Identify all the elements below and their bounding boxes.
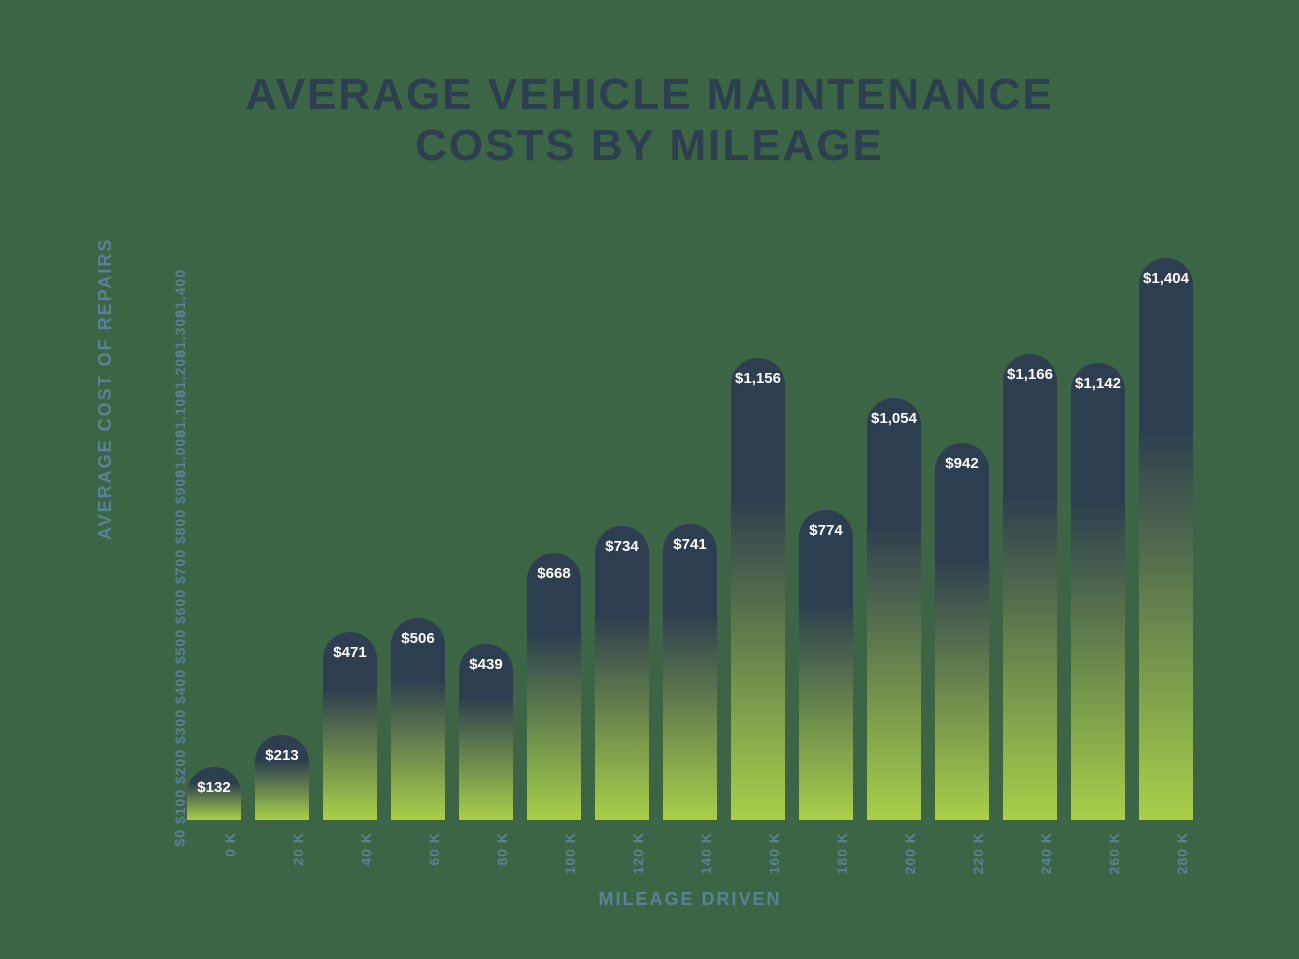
y-tick-label: $100 xyxy=(172,779,188,824)
bar: $1,142 xyxy=(1071,363,1124,820)
x-axis-label: MILEAGE DRIVEN xyxy=(180,889,1200,910)
bar: $741 xyxy=(663,524,716,820)
x-tick-label: 20 K xyxy=(288,832,306,866)
y-axis-label: AVERAGE COST OF REPAIRS xyxy=(95,238,116,540)
plot-area: MILEAGE DRIVEN $0$100$200$300$400$500$60… xyxy=(180,260,1200,820)
bar: $774 xyxy=(799,510,852,820)
bar-value-label: $471 xyxy=(323,644,376,661)
y-tick-label: $200 xyxy=(172,739,188,784)
bar: $471 xyxy=(323,632,376,820)
chart-title-line-1: AVERAGE VEHICLE MAINTENANCE xyxy=(245,70,1054,119)
bar-value-label: $741 xyxy=(663,536,716,553)
bar-value-label: $774 xyxy=(799,522,852,539)
x-tick-label: 260 K xyxy=(1104,832,1122,874)
bar: $1,156 xyxy=(731,358,784,820)
x-tick-label: 160 K xyxy=(764,832,782,874)
y-tick-label: $800 xyxy=(172,499,188,544)
y-tick-label: $700 xyxy=(172,539,188,584)
chart-title: AVERAGE VEHICLE MAINTENANCE COSTS BY MIL… xyxy=(0,70,1299,171)
y-tick-label: $500 xyxy=(172,619,188,664)
bar: $132 xyxy=(187,767,240,820)
bar-value-label: $506 xyxy=(391,630,444,647)
chart-title-line-2: COSTS BY MILEAGE xyxy=(415,121,884,170)
x-tick-label: 280 K xyxy=(1172,832,1190,874)
bar-value-label: $1,404 xyxy=(1139,270,1192,287)
x-tick-label: 0 K xyxy=(220,832,238,857)
x-tick-label: 80 K xyxy=(492,832,510,866)
bar: $439 xyxy=(459,644,512,820)
bar-value-label: $1,054 xyxy=(867,410,920,427)
x-tick-label: 220 K xyxy=(968,832,986,874)
bar: $1,166 xyxy=(1003,354,1056,820)
bar-value-label: $942 xyxy=(935,455,988,472)
bar: $1,404 xyxy=(1139,258,1192,820)
x-tick-label: 200 K xyxy=(900,832,918,874)
bar-value-label: $1,156 xyxy=(731,370,784,387)
bar-value-label: $213 xyxy=(255,747,308,764)
x-tick-label: 120 K xyxy=(628,832,646,874)
bar: $668 xyxy=(527,553,580,820)
y-tick-label: $400 xyxy=(172,659,188,704)
chart-container: AVERAGE VEHICLE MAINTENANCE COSTS BY MIL… xyxy=(0,0,1299,959)
bar: $1,054 xyxy=(867,398,920,820)
bar-value-label: $1,142 xyxy=(1071,375,1124,392)
bar-value-label: $734 xyxy=(595,538,648,555)
bar: $734 xyxy=(595,526,648,820)
x-tick-label: 140 K xyxy=(696,832,714,874)
y-tick-label: $600 xyxy=(172,579,188,624)
x-tick-label: 40 K xyxy=(356,832,374,866)
y-tick-label: $1,400 xyxy=(172,259,188,318)
bar: $213 xyxy=(255,735,308,820)
x-tick-label: 180 K xyxy=(832,832,850,874)
y-tick-label: $300 xyxy=(172,699,188,744)
bar: $942 xyxy=(935,443,988,820)
bar-value-label: $1,166 xyxy=(1003,366,1056,383)
x-tick-label: 100 K xyxy=(560,832,578,874)
bar-value-label: $668 xyxy=(527,565,580,582)
bar: $506 xyxy=(391,618,444,820)
x-tick-label: 240 K xyxy=(1036,832,1054,874)
bar-value-label: $132 xyxy=(187,779,240,796)
x-tick-label: 60 K xyxy=(424,832,442,866)
bar-value-label: $439 xyxy=(459,656,512,673)
